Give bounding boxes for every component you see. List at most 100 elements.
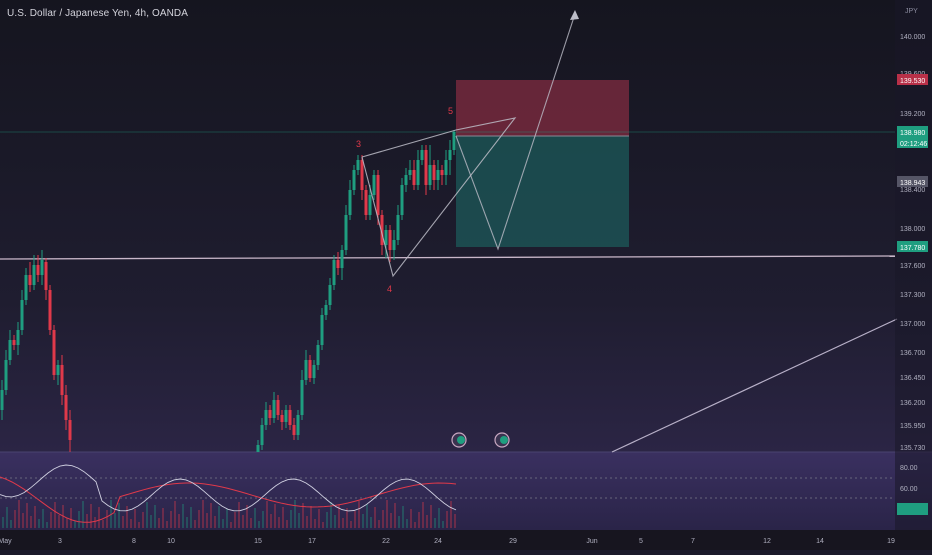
oscillator-signal-line bbox=[0, 476, 457, 523]
time-label: 22 bbox=[382, 538, 390, 545]
osc-bar bbox=[174, 501, 176, 528]
candle-body bbox=[336, 260, 340, 268]
osc-bar bbox=[166, 521, 168, 528]
osc-bar bbox=[326, 512, 328, 528]
osc-bar bbox=[74, 521, 76, 528]
osc-bar bbox=[290, 510, 292, 528]
osc-bar bbox=[330, 502, 332, 528]
trend-line[interactable] bbox=[611, 318, 898, 453]
osc-bar bbox=[102, 520, 104, 528]
candle-body bbox=[68, 420, 72, 440]
osc-bar bbox=[434, 518, 436, 528]
osc-bar bbox=[202, 500, 204, 528]
candle-body bbox=[292, 425, 296, 435]
projection-path[interactable] bbox=[455, 13, 576, 251]
osc-bar bbox=[246, 505, 248, 528]
time-axis-labels: May 3 8 10 15 17 22 24 29 Jun 5 7 12 14 19 bbox=[0, 538, 895, 545]
time-axis[interactable] bbox=[0, 530, 932, 550]
wave-label-4: 4 bbox=[387, 284, 392, 294]
currency-label: JPY bbox=[905, 8, 918, 15]
osc-bar bbox=[282, 507, 284, 528]
osc-bar bbox=[26, 503, 28, 528]
candle-body bbox=[264, 410, 268, 425]
candle-body bbox=[356, 160, 360, 170]
osc-bar bbox=[106, 510, 108, 528]
osc-bar bbox=[238, 502, 240, 528]
candle-body bbox=[340, 250, 344, 268]
time-label: 12 bbox=[763, 538, 771, 545]
price-label: 140.000 bbox=[900, 34, 925, 41]
price-axis-labels: 140.000139.600139.200138.400138.000137.6… bbox=[900, 34, 925, 452]
time-label: 10 bbox=[167, 538, 175, 545]
candle-body bbox=[28, 275, 32, 285]
osc-bar bbox=[130, 519, 132, 528]
price-badge-text: 137.780 bbox=[900, 245, 925, 252]
osc-bar bbox=[426, 515, 428, 528]
osc-bar bbox=[178, 514, 180, 528]
candle-body bbox=[352, 170, 356, 190]
time-label: 3 bbox=[58, 538, 62, 545]
time-label: 15 bbox=[254, 538, 262, 545]
osc-bar bbox=[410, 509, 412, 528]
time-label: 29 bbox=[509, 538, 517, 545]
candle-body bbox=[284, 410, 288, 422]
time-label: 14 bbox=[816, 538, 824, 545]
osc-bar bbox=[390, 513, 392, 528]
osc-bar bbox=[254, 508, 256, 528]
candle-body bbox=[56, 365, 60, 375]
candle-body bbox=[328, 285, 332, 305]
osc-bar bbox=[2, 517, 4, 528]
candle-body bbox=[32, 265, 36, 285]
osc-bar bbox=[310, 506, 312, 528]
candle-body bbox=[376, 175, 380, 215]
osc-bar bbox=[42, 509, 44, 528]
price-badge-text: 139.530 bbox=[900, 78, 925, 85]
candle-body bbox=[408, 170, 412, 175]
candle-body bbox=[380, 215, 384, 245]
osc-level-60-label: 60.00 bbox=[900, 486, 918, 493]
candle-body bbox=[256, 445, 260, 452]
osc-bar bbox=[334, 515, 336, 528]
osc-bar bbox=[366, 504, 368, 528]
candle-body bbox=[372, 175, 376, 195]
osc-bar bbox=[370, 517, 372, 528]
osc-bar bbox=[302, 503, 304, 528]
price-label: 138.000 bbox=[900, 226, 925, 233]
osc-bar bbox=[206, 513, 208, 528]
stop-loss-zone[interactable] bbox=[456, 80, 629, 136]
candle-body bbox=[384, 230, 388, 245]
candle-body bbox=[360, 160, 364, 190]
event-marker-icon[interactable] bbox=[451, 432, 467, 448]
candle-body bbox=[452, 132, 456, 150]
time-label: 19 bbox=[887, 538, 895, 545]
candle-body bbox=[424, 150, 428, 185]
osc-bar bbox=[30, 516, 32, 528]
candle-body bbox=[436, 170, 440, 180]
price-label: 137.600 bbox=[900, 263, 925, 270]
candle-body bbox=[296, 415, 300, 435]
osc-bar bbox=[414, 522, 416, 528]
osc-bar bbox=[418, 512, 420, 528]
oscillator-main-line bbox=[0, 464, 457, 512]
osc-bar bbox=[170, 511, 172, 528]
osc-bar bbox=[318, 509, 320, 528]
wave-triangle[interactable] bbox=[361, 117, 517, 278]
take-profit-zone[interactable] bbox=[456, 136, 629, 247]
event-marker-icon[interactable] bbox=[494, 432, 510, 448]
osc-bar bbox=[142, 512, 144, 528]
osc-bar bbox=[122, 516, 124, 528]
candle-body bbox=[348, 190, 352, 215]
osc-bar bbox=[218, 506, 220, 528]
candle-body bbox=[52, 330, 56, 375]
support-line[interactable] bbox=[0, 255, 896, 260]
price-axis[interactable] bbox=[895, 0, 932, 530]
candle-body bbox=[420, 150, 424, 160]
candle-body bbox=[320, 315, 324, 345]
osc-bar bbox=[50, 512, 52, 528]
osc-bar bbox=[18, 500, 20, 528]
osc-bar bbox=[86, 514, 88, 528]
price-badge-last bbox=[897, 126, 928, 137]
osc-bar bbox=[90, 504, 92, 528]
